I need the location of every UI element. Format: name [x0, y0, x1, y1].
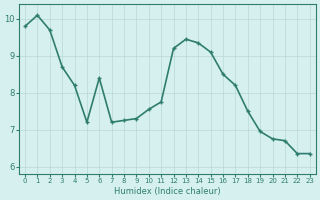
- X-axis label: Humidex (Indice chaleur): Humidex (Indice chaleur): [114, 187, 221, 196]
